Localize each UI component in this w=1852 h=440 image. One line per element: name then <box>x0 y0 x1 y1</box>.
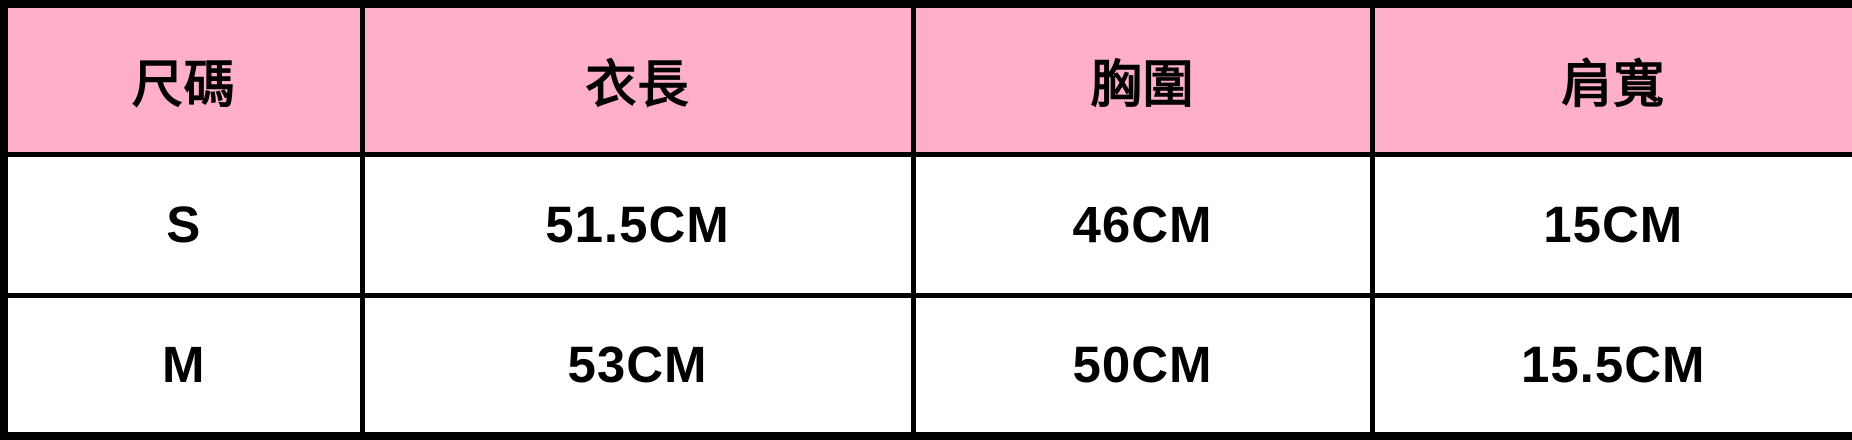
header-cell-shoulder-width: 肩寬 <box>1369 1 1852 157</box>
cell-garment-length-m: 53CM <box>359 292 916 439</box>
header-cell-chest: 胸圍 <box>910 1 1375 157</box>
cell-chest-s: 46CM <box>910 151 1375 298</box>
header-cell-size: 尺碼 <box>1 1 365 157</box>
cell-shoulder-width-m: 15.5CM <box>1369 292 1852 439</box>
cell-chest-m: 50CM <box>910 292 1375 439</box>
cell-size-s: S <box>1 151 365 298</box>
table-header-row: 尺碼 衣長 胸圍 肩寬 <box>1 1 1852 157</box>
cell-size-m: M <box>1 292 365 439</box>
cell-shoulder-width-s: 15CM <box>1369 151 1852 298</box>
cell-garment-length-s: 51.5CM <box>359 151 916 298</box>
table-row-m: M 53CM 50CM 15.5CM <box>1 292 1852 439</box>
header-cell-garment-length: 衣長 <box>359 1 916 157</box>
table-row-s: S 51.5CM 46CM 15CM <box>1 151 1852 298</box>
